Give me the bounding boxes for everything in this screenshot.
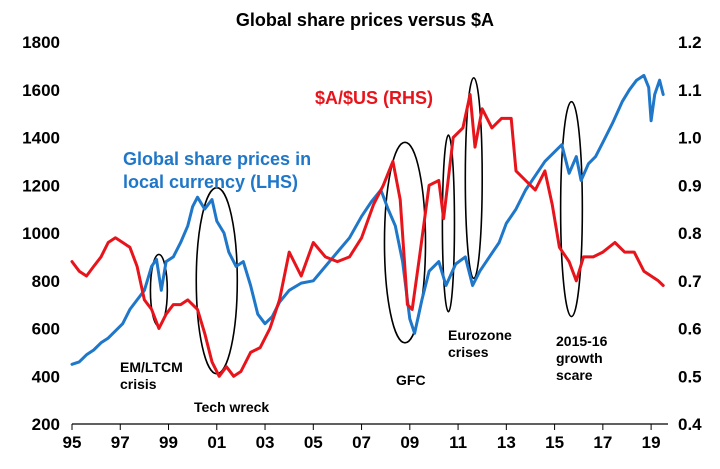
- y-left-tick-label: 1600: [22, 81, 60, 100]
- x-tick-label: 95: [63, 433, 82, 452]
- x-tick-label: 05: [304, 433, 323, 452]
- annotation-label-eurozone: Eurozone: [448, 327, 512, 343]
- x-tick-label: 11: [449, 433, 467, 452]
- annotation-label-growth-scare: growth: [556, 350, 603, 366]
- annotation-label-em-ltcm: EM/LTCM: [120, 359, 183, 375]
- series-lines: [70, 73, 665, 378]
- y-left-tick-label: 400: [32, 367, 60, 386]
- y-left-tick-label: 1800: [22, 33, 60, 52]
- annotation-label-tech-wreck: Tech wreck: [194, 399, 269, 415]
- y-right-tick-label: 0.9: [678, 176, 702, 195]
- annotation-label-em-ltcm: crisis: [120, 376, 157, 392]
- y-right-tick-label: 0.8: [678, 224, 702, 243]
- x-tick-label: 19: [642, 433, 661, 452]
- y-right-tick-label: 0.7: [678, 272, 702, 291]
- x-tick-label: 15: [545, 433, 564, 452]
- annotation-ellipse-eurozone: [464, 77, 484, 280]
- y-right-tick-label: 1.0: [678, 129, 702, 148]
- annotation-ellipse-eurozone-a: [441, 134, 456, 313]
- x-tick-label: 07: [352, 433, 371, 452]
- y-left-tick-label: 1400: [22, 129, 60, 148]
- y-right-tick-label: 0.5: [678, 367, 702, 386]
- annotation-ellipse-gfc: [383, 141, 427, 344]
- x-tick-label: 97: [111, 433, 130, 452]
- annotation-label-gfc: GFC: [396, 372, 426, 388]
- y-right-tick-label: 0.4: [678, 415, 702, 434]
- x-tick-label: 09: [400, 433, 419, 452]
- y-left-tick-label: 600: [32, 320, 60, 339]
- x-tick-label: 03: [256, 433, 275, 452]
- x-tick-label: 99: [159, 433, 178, 452]
- x-tick-label: 13: [497, 433, 516, 452]
- series-label-red: $A/$US (RHS): [315, 88, 433, 108]
- series-line-global-shares: [70, 73, 665, 366]
- series-label-blue-line1: Global share prices in: [123, 149, 311, 169]
- y-right-tick-label: 0.6: [678, 320, 702, 339]
- y-left-tick-label: 200: [32, 415, 60, 434]
- annotation-label-growth-scare: scare: [556, 367, 593, 383]
- y-right-tick-label: 1.1: [678, 81, 702, 100]
- x-tick-label: 17: [593, 433, 612, 452]
- y-left-tick-label: 800: [32, 272, 60, 291]
- series-label-blue-line2: local currency (LHS): [123, 172, 298, 192]
- y-right-tick-label: 1.2: [678, 33, 702, 52]
- chart-title: Global share prices versus $A: [236, 10, 494, 30]
- annotation-label-growth-scare: 2015-16: [556, 333, 608, 349]
- axes: 95 97 99 01 03 05 07 09 11 13 15 17 19 200 400 600 800 10…: [22, 33, 702, 452]
- annotation-ellipse-growth-scare: [559, 100, 584, 318]
- y-left-tick-label: 1200: [22, 176, 60, 195]
- x-tick-label: 01: [207, 433, 226, 452]
- annotation-label-eurozone: crises: [448, 344, 489, 360]
- series-line-aud-usd: [70, 93, 665, 378]
- y-left-tick-label: 1000: [22, 224, 60, 243]
